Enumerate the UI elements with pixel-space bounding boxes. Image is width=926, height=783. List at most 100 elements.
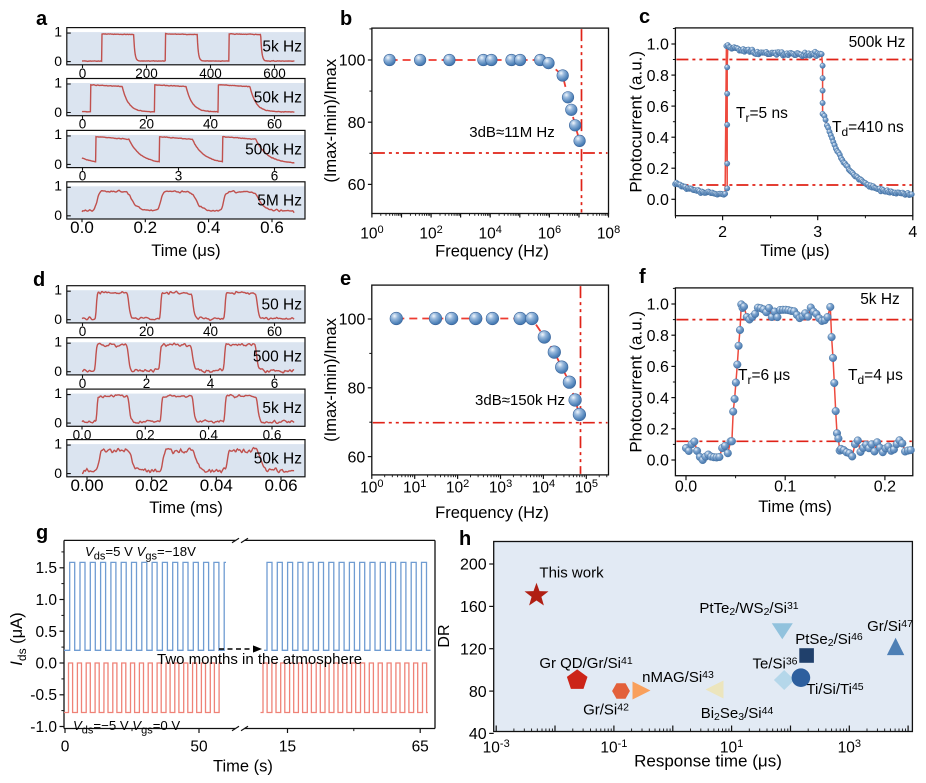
svg-text:0.8: 0.8	[647, 68, 669, 85]
svg-text:0: 0	[79, 117, 87, 132]
svg-text:40: 40	[203, 117, 218, 132]
svg-text:Vds=5 V Vgs=−18V: Vds=5 V Vgs=−18V	[85, 544, 196, 563]
svg-text:Response time (μs): Response time (μs)	[634, 752, 782, 771]
svg-text:50: 50	[190, 739, 208, 756]
svg-text:5M Hz: 5M Hz	[257, 193, 302, 210]
svg-text:500 Hz: 500 Hz	[253, 349, 302, 366]
svg-text:100: 100	[339, 53, 366, 70]
svg-text:5k Hz: 5k Hz	[262, 400, 302, 417]
svg-text:0: 0	[54, 207, 62, 223]
svg-text:Photocurrent (a.u.): Photocurrent (a.u.)	[627, 311, 646, 453]
svg-text:d: d	[33, 269, 45, 291]
svg-text:1: 1	[54, 334, 62, 350]
svg-text:1: 1	[54, 178, 62, 194]
svg-text:DR: DR	[436, 624, 453, 647]
svg-text:Frequency (Hz): Frequency (Hz)	[435, 243, 549, 261]
svg-text:0.0: 0.0	[70, 218, 94, 237]
svg-text:0: 0	[79, 169, 87, 184]
svg-text:PtTe2/WS2/Si31: PtTe2/WS2/Si31	[699, 600, 798, 619]
svg-text:Frequency (Hz): Frequency (Hz)	[435, 504, 549, 522]
svg-text:-0.5: -0.5	[30, 687, 57, 704]
svg-text:500k Hz: 500k Hz	[849, 34, 906, 51]
svg-text:4: 4	[908, 224, 917, 241]
svg-text:1: 1	[54, 385, 62, 401]
svg-text:0: 0	[79, 66, 87, 81]
svg-text:e: e	[340, 268, 351, 290]
svg-text:0.6: 0.6	[260, 218, 284, 237]
svg-text:f: f	[639, 266, 646, 288]
svg-text:Time (s): Time (s)	[213, 758, 273, 776]
svg-text:g: g	[36, 522, 48, 544]
svg-text:5k Hz: 5k Hz	[860, 291, 900, 308]
svg-text:500k Hz: 500k Hz	[245, 141, 302, 158]
svg-text:1.5: 1.5	[35, 560, 57, 577]
svg-text:0.0: 0.0	[73, 427, 92, 442]
svg-text:0: 0	[61, 739, 70, 756]
svg-text:0.2: 0.2	[136, 427, 155, 442]
svg-text:Time (μs): Time (μs)	[760, 242, 829, 260]
svg-text:6: 6	[271, 169, 279, 184]
svg-text:80: 80	[348, 381, 366, 398]
svg-text:0: 0	[54, 415, 62, 431]
svg-text:0.6: 0.6	[263, 427, 282, 442]
svg-text:3: 3	[175, 169, 183, 184]
svg-text:h: h	[459, 528, 471, 550]
svg-text:0.2: 0.2	[874, 479, 896, 496]
svg-text:Photocurrent (a.u.): Photocurrent (a.u.)	[627, 51, 646, 193]
svg-text:Tr=5 ns: Tr=5 ns	[736, 105, 788, 125]
svg-text:0: 0	[54, 104, 62, 120]
svg-text:Tr=6 μs: Tr=6 μs	[738, 367, 790, 387]
svg-text:0: 0	[54, 465, 62, 481]
svg-text:0.6: 0.6	[647, 99, 669, 116]
svg-text:1: 1	[54, 126, 62, 142]
svg-text:0.2: 0.2	[133, 218, 157, 237]
svg-text:c: c	[639, 6, 650, 28]
svg-text:60: 60	[348, 449, 366, 466]
svg-text:0.4: 0.4	[197, 218, 221, 237]
svg-text:Two months in the atmosphere: Two months in the atmosphere	[157, 651, 362, 668]
svg-text:1: 1	[54, 74, 62, 90]
svg-text:Time (ms): Time (ms)	[149, 499, 223, 517]
svg-text:0.06: 0.06	[264, 476, 297, 495]
svg-text:2: 2	[143, 376, 151, 391]
svg-text:0.4: 0.4	[647, 130, 669, 147]
svg-text:80: 80	[348, 115, 366, 132]
svg-text:4: 4	[207, 376, 215, 391]
svg-text:60: 60	[348, 177, 366, 194]
svg-text:Ids (μA): Ids (μA)	[8, 612, 29, 665]
svg-text:0.00: 0.00	[70, 476, 103, 495]
svg-text:5k Hz: 5k Hz	[262, 39, 302, 56]
svg-text:0.8: 0.8	[647, 328, 669, 345]
svg-text:40: 40	[469, 726, 487, 743]
svg-text:20: 20	[139, 117, 154, 132]
svg-text:Time (ms): Time (ms)	[758, 498, 832, 516]
svg-text:0.04: 0.04	[200, 476, 233, 495]
svg-text:nMAG/Si43: nMAG/Si43	[642, 669, 714, 686]
svg-text:Gr QD/Gr/Si41: Gr QD/Gr/Si41	[539, 655, 633, 672]
svg-text:0.0: 0.0	[647, 192, 669, 209]
svg-text:3dB≈150k Hz: 3dB≈150k Hz	[475, 392, 565, 409]
svg-text:40: 40	[203, 324, 218, 339]
svg-text:0: 0	[54, 311, 62, 327]
svg-text:1: 1	[54, 435, 62, 451]
svg-text:(Imax-Imin)/Imax: (Imax-Imin)/Imax	[322, 317, 340, 442]
svg-text:0.2: 0.2	[647, 161, 669, 178]
svg-text:100: 100	[339, 312, 366, 329]
svg-text:160: 160	[460, 599, 487, 616]
svg-text:1: 1	[54, 23, 62, 39]
svg-text:50 Hz: 50 Hz	[262, 297, 303, 314]
svg-text:-1.0: -1.0	[30, 719, 57, 736]
svg-text:60: 60	[267, 324, 282, 339]
svg-text:0.6: 0.6	[647, 359, 669, 376]
svg-text:2: 2	[718, 224, 727, 241]
svg-text:600: 600	[263, 66, 286, 81]
svg-text:0: 0	[54, 53, 62, 69]
svg-text:50k Hz: 50k Hz	[254, 89, 302, 106]
svg-text:50k Hz: 50k Hz	[254, 451, 302, 468]
svg-text:80: 80	[469, 684, 487, 701]
svg-text:(Imax-Imin)/Imax: (Imax-Imin)/Imax	[322, 58, 340, 183]
svg-text:0: 0	[79, 376, 87, 391]
svg-text:Td=410 ns: Td=410 ns	[832, 119, 904, 139]
svg-text:3: 3	[813, 224, 822, 241]
svg-text:0: 0	[54, 156, 62, 172]
